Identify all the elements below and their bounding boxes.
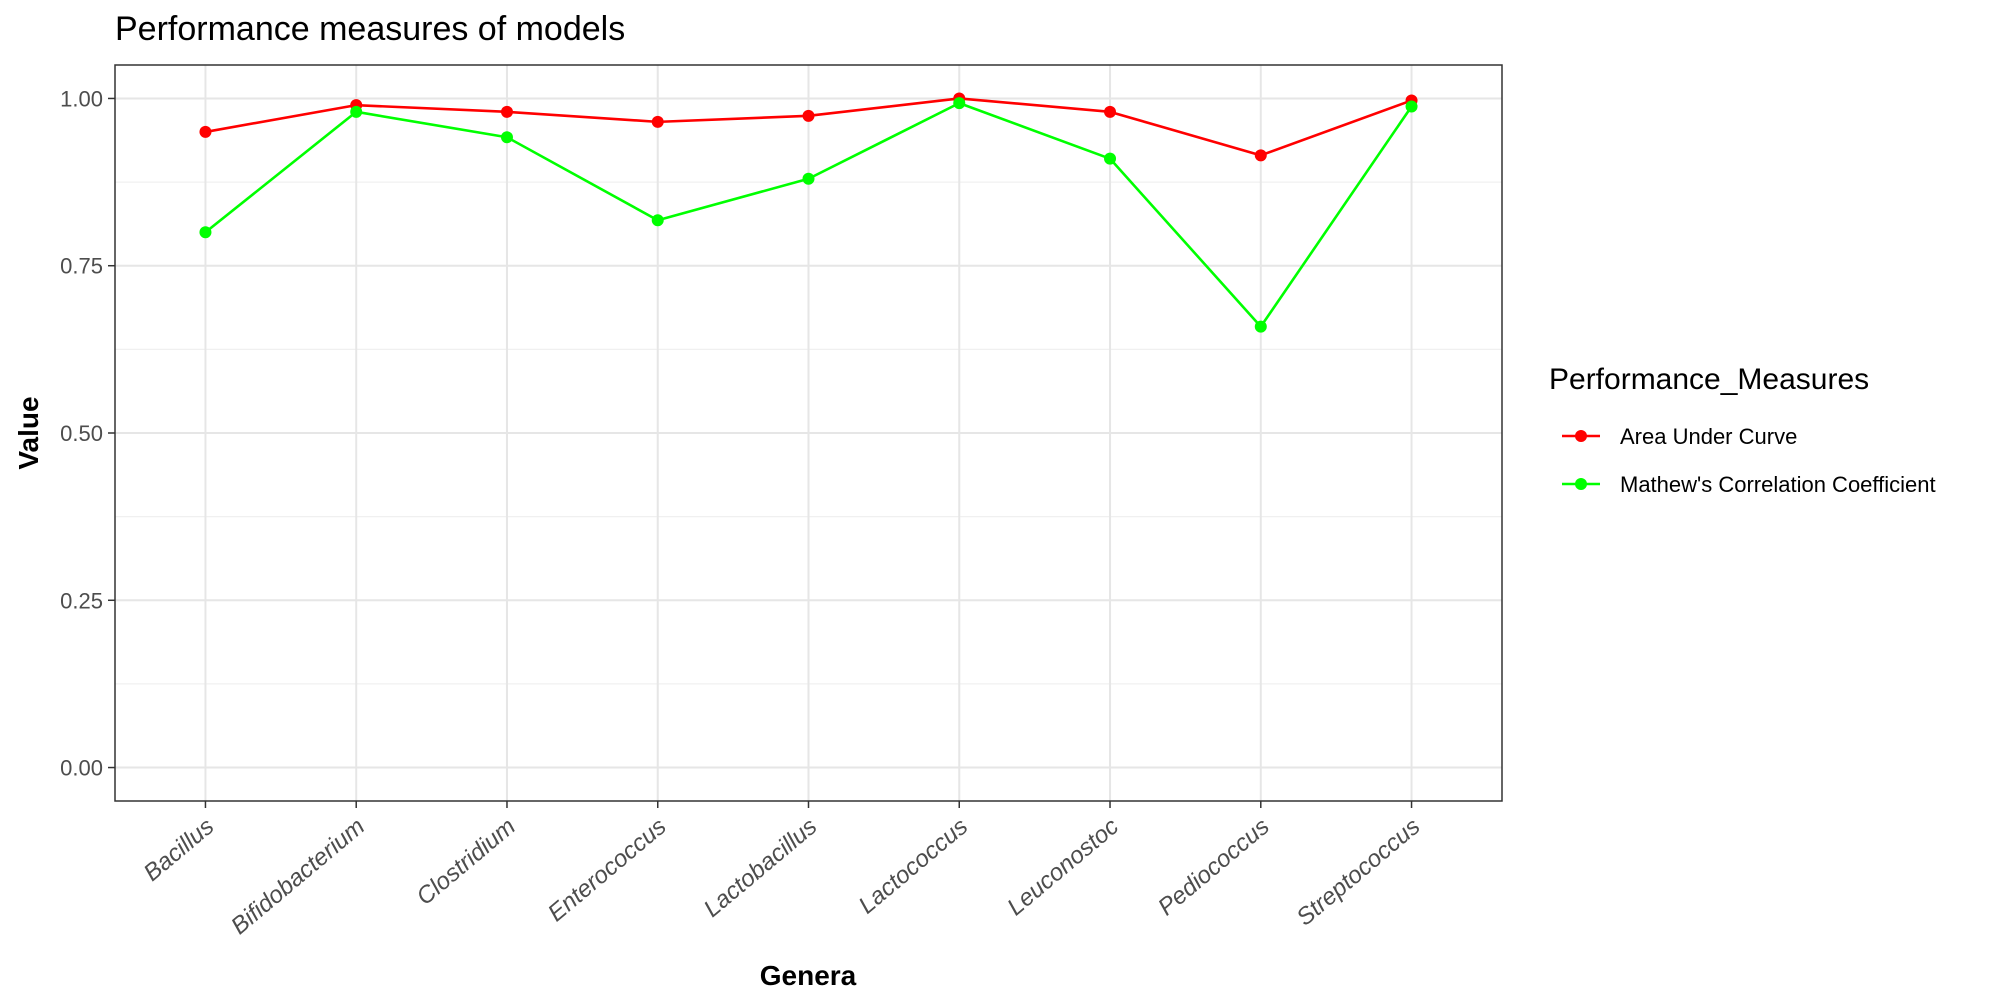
panel-gridlines [115, 65, 1502, 801]
data-point-1 [1104, 152, 1117, 165]
legend-key-point [1575, 430, 1587, 442]
legend: Performance_Measures Area Under Curve Mat… [1549, 363, 1936, 497]
x-tick-label: Streptococcus [1292, 813, 1426, 931]
y-axis: 0.00 0.25 0.50 0.75 1.00 [60, 86, 115, 781]
y-tick-label: 0.75 [60, 254, 103, 279]
x-tick-label: Clostridium [412, 813, 521, 911]
legend-label: Mathew's Correlation Coefficient [1620, 472, 1936, 497]
x-tick-label: Bacillus [139, 813, 220, 887]
data-point-0 [651, 115, 664, 128]
legend-title: Performance_Measures [1549, 363, 1869, 396]
series-layer [199, 92, 1418, 333]
y-tick-label: 0.25 [60, 588, 103, 613]
y-axis-title: Value [13, 396, 44, 469]
x-axis-title: Genera [760, 960, 857, 991]
legend-label: Area Under Curve [1620, 424, 1797, 449]
data-point-1 [802, 172, 815, 185]
data-point-1 [199, 226, 212, 239]
chart-title: Performance measures of models [115, 10, 625, 48]
y-tick-label: 0.00 [60, 756, 103, 781]
data-point-0 [500, 105, 513, 118]
data-point-0 [802, 109, 815, 122]
x-tick-label: Lactococcus [854, 813, 974, 919]
y-tick-label: 0.50 [60, 421, 103, 446]
data-point-0 [1104, 105, 1117, 118]
data-point-1 [1405, 100, 1418, 113]
data-point-1 [350, 105, 363, 118]
x-tick-label: Pediococcus [1153, 813, 1275, 921]
data-point-0 [199, 125, 212, 138]
x-tick-label: Lactobacillus [699, 813, 823, 923]
data-point-0 [1254, 149, 1267, 162]
x-axis: Bacillus Bifidobacterium Clostridium Entero… [139, 801, 1426, 940]
x-tick-label: Enterococcus [543, 813, 672, 927]
legend-key-point [1575, 478, 1587, 490]
data-point-1 [500, 131, 513, 144]
y-tick-label: 1.00 [60, 86, 103, 111]
data-point-1 [1254, 320, 1267, 333]
data-point-1 [953, 97, 966, 110]
x-tick-label: Leuconostoc [1002, 813, 1124, 921]
data-point-1 [651, 214, 664, 227]
x-tick-label: Bifidobacterium [226, 813, 370, 940]
